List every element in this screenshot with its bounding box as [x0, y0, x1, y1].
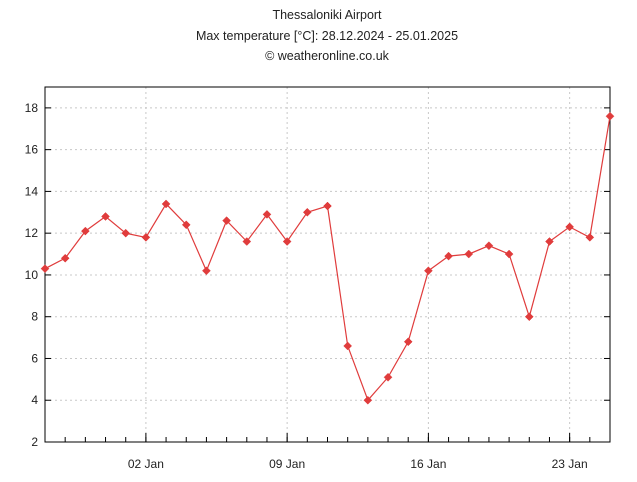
y-tick-label: 8: [31, 310, 38, 324]
data-point: [161, 199, 171, 209]
x-tick-label: 23 Jan: [552, 457, 588, 471]
copyright-text: © weatheronline.co.uk: [265, 49, 390, 63]
data-point: [545, 237, 554, 246]
y-tick-label: 10: [25, 268, 39, 282]
data-point: [565, 222, 574, 232]
data-point: [383, 372, 393, 382]
y-tick-label: 2: [31, 435, 38, 449]
data-point: [121, 228, 131, 238]
data-point: [262, 210, 272, 219]
data-point: [484, 241, 494, 251]
y-tick-label: 14: [25, 184, 39, 198]
data-point: [81, 226, 90, 236]
data-point: [363, 395, 373, 405]
axis-ticks: [44, 107, 611, 443]
data-point: [302, 207, 312, 217]
data-point: [222, 216, 231, 226]
data-point: [40, 264, 50, 274]
data-point: [524, 312, 534, 322]
data-point: [141, 232, 151, 242]
data-point: [424, 266, 433, 276]
data-point: [464, 249, 474, 259]
data-point: [403, 337, 413, 347]
x-tick-label: 16 Jan: [410, 457, 446, 471]
data-point: [323, 201, 332, 211]
data-point: [202, 266, 211, 276]
y-tick-label: 12: [25, 226, 39, 240]
data-point: [181, 220, 191, 230]
data-point: [444, 251, 453, 261]
chart-subtitle: Max temperature [°C]: 28.12.2024 - 25.01…: [196, 29, 458, 43]
axis-tick-labels: 2 4 6 8 10 12 14 16 18 02 Jan 09 Jan 16 Jan 23 Jan: [25, 101, 588, 471]
y-tick-label: 18: [25, 101, 39, 115]
data-point: [282, 237, 292, 246]
x-tick-label: 02 Jan: [128, 457, 164, 471]
data-point: [101, 212, 110, 221]
y-tick-label: 6: [31, 351, 38, 365]
data-point: [343, 341, 353, 351]
x-tick-label: 09 Jan: [269, 457, 305, 471]
y-tick-label: 4: [31, 393, 38, 407]
data-point: [605, 111, 615, 121]
data-point: [60, 253, 70, 263]
y-tick-label: 16: [25, 143, 39, 157]
chart-title: Thessaloniki Airport: [272, 8, 382, 22]
data-point: [242, 237, 252, 246]
data-point: [504, 249, 514, 259]
temperature-series: [40, 111, 615, 405]
data-point: [585, 232, 595, 242]
